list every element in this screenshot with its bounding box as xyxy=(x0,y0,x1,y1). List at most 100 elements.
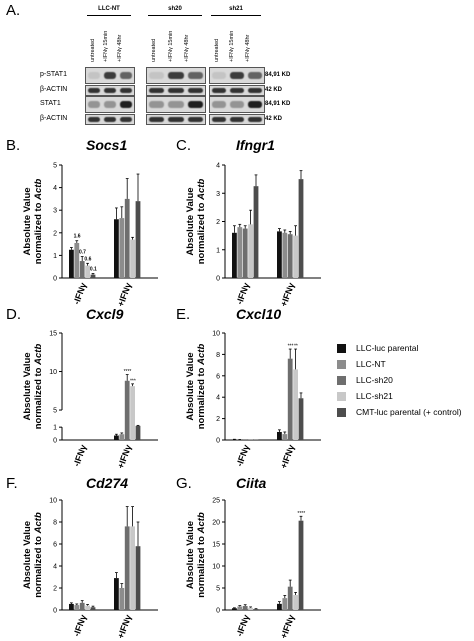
blot-strip xyxy=(146,96,206,113)
legend-item: LLC-sh21 xyxy=(337,388,462,404)
legend-item: CMT-luc parental (+ control) xyxy=(337,404,462,420)
significance-marker: **** xyxy=(297,511,305,517)
y-tick-label: 0 xyxy=(216,608,220,615)
y-tick-label: 4 xyxy=(216,395,220,402)
y-axis-label: Absolute Value xyxy=(22,187,33,255)
significance-marker: *** xyxy=(130,378,136,384)
y-tick-label: 6 xyxy=(216,373,220,380)
blot-band xyxy=(168,117,184,122)
x-category-label: -IFNγ xyxy=(234,281,251,306)
blot-band xyxy=(149,88,165,93)
bar xyxy=(124,380,130,440)
bar xyxy=(135,425,141,440)
y-tick-label: 4 xyxy=(53,185,57,192)
y-tick-label: 0 xyxy=(53,608,57,615)
y-axis-label: normalized to Actb xyxy=(33,512,44,598)
y-tick-label: 20 xyxy=(212,520,220,527)
legend-label: CMT-luc parental (+ control) xyxy=(356,407,462,417)
bar xyxy=(114,578,119,610)
chart-title-cxcl10: Cxcl10 xyxy=(236,306,282,322)
bar xyxy=(90,274,96,278)
legend: LLC-luc parental LLC-NT LLC-sh20 LLC-sh2… xyxy=(337,340,462,420)
panel-letter-f: F. xyxy=(6,475,18,492)
y-tick-label: 2 xyxy=(216,416,220,423)
bar xyxy=(293,595,298,610)
blot-group-label: sh20 xyxy=(168,6,182,12)
blot-strip xyxy=(146,85,206,96)
blot-band xyxy=(187,117,203,122)
bar xyxy=(119,218,125,278)
blot-strip xyxy=(85,85,135,96)
blot-band xyxy=(120,71,132,80)
bar-annotation: 0.1 xyxy=(90,266,97,272)
y-tick-label: 10 xyxy=(49,498,57,505)
y-tick-label: 5 xyxy=(53,163,57,170)
y-tick-label: 15 xyxy=(49,331,57,338)
y-tick-label: 2 xyxy=(216,219,220,226)
chart-title-socs1: Socs1 xyxy=(86,137,128,153)
bar xyxy=(74,605,80,610)
bar xyxy=(282,232,288,278)
y-tick-label: 15 xyxy=(212,542,220,549)
significance-marker: ** xyxy=(294,344,298,350)
bar xyxy=(79,261,85,278)
y-axis-label: Absolute Value xyxy=(185,521,196,589)
panel-letter-e: E. xyxy=(176,306,191,323)
blot-group-rule xyxy=(211,15,261,16)
bar xyxy=(69,603,74,610)
chart-title-cxcl9: Cxcl9 xyxy=(86,306,124,322)
bar xyxy=(119,434,125,440)
y-tick-label: 0 xyxy=(53,438,57,445)
bar xyxy=(237,227,243,278)
blot-group-rule xyxy=(148,15,202,16)
y-tick-label: 4 xyxy=(53,564,57,571)
bar xyxy=(85,265,90,278)
bar xyxy=(248,607,253,610)
y-tick-label: 4 xyxy=(216,163,220,170)
bar xyxy=(130,386,135,440)
blot-kd-label: 84,91 KD xyxy=(265,71,291,78)
y-tick-label: 10 xyxy=(212,564,220,571)
blot-band xyxy=(149,117,165,122)
y-tick-label: 0 xyxy=(53,276,57,283)
blot-band xyxy=(104,71,116,80)
y-tick-label: 5 xyxy=(216,586,220,593)
blot-strip xyxy=(146,114,206,125)
panel-letter-a: A. xyxy=(6,2,21,19)
bar-annotation: 1.6 xyxy=(74,234,81,240)
bar xyxy=(298,179,304,278)
x-category-label: +IFNγ xyxy=(279,443,297,470)
bar xyxy=(287,234,293,278)
bar xyxy=(298,520,304,610)
y-tick-label: 6 xyxy=(53,542,57,549)
y-axis-label: Absolute Value xyxy=(185,187,196,255)
blot-row-label: STAT1 xyxy=(40,99,61,107)
y-tick-label: 3 xyxy=(53,208,57,215)
blot-kd-label: 84,91 KD xyxy=(265,100,291,107)
legend-swatch xyxy=(337,375,346,385)
legend-swatch xyxy=(337,407,346,417)
y-axis-label: normalized to Actb xyxy=(33,344,44,430)
blot-band xyxy=(248,88,262,93)
bar xyxy=(232,232,237,278)
blot-band xyxy=(230,88,244,93)
legend-label: LLC-luc parental xyxy=(356,343,419,353)
y-axis-label: normalized to Actb xyxy=(196,344,207,430)
x-category-label: +IFNγ xyxy=(116,443,134,470)
y-tick-label: 8 xyxy=(53,520,57,527)
bar xyxy=(130,526,135,610)
bar xyxy=(74,242,80,278)
bar xyxy=(90,607,96,610)
bar xyxy=(242,228,248,278)
bar xyxy=(135,201,141,278)
blot-band xyxy=(88,88,100,93)
bar xyxy=(130,239,135,278)
legend-label: LLC-sh21 xyxy=(356,391,393,401)
bar xyxy=(135,546,141,610)
blot-band xyxy=(212,117,226,122)
legend-swatch xyxy=(337,359,346,369)
blot-strip xyxy=(209,114,265,125)
blot-band xyxy=(149,100,165,109)
blot-band xyxy=(187,71,203,80)
legend-swatch xyxy=(337,343,346,353)
